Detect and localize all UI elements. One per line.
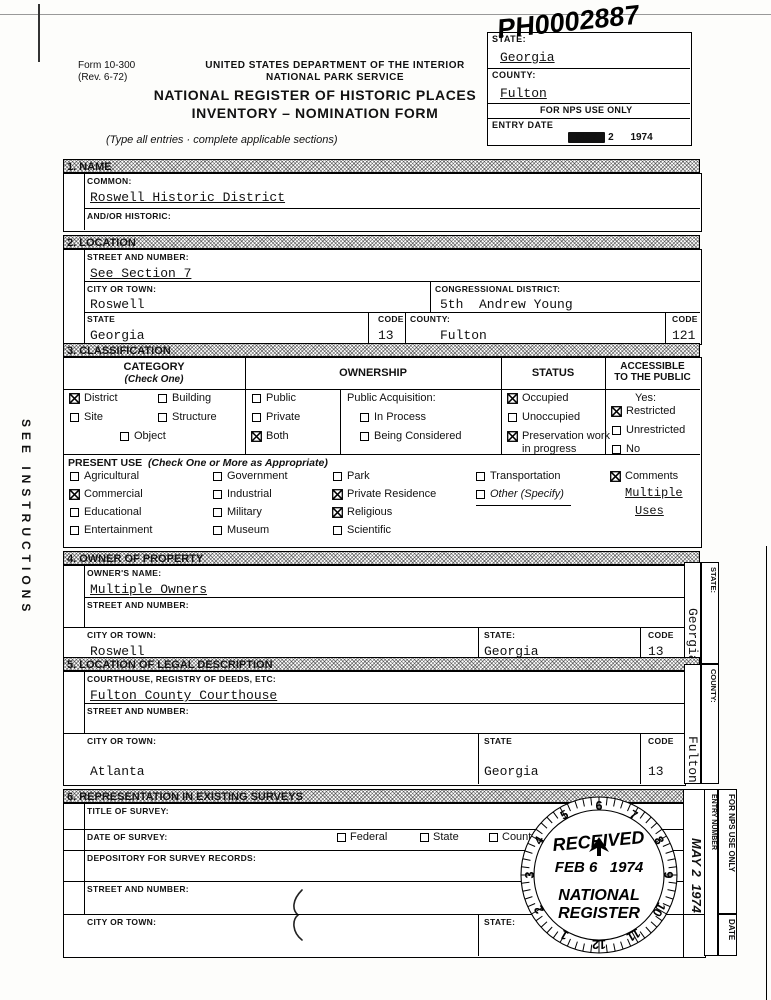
svg-text:FEB 6 1974: FEB 6 1974 bbox=[555, 859, 644, 876]
svg-text:12: 12 bbox=[592, 937, 606, 951]
svg-text:6: 6 bbox=[596, 799, 603, 813]
svg-text:9: 9 bbox=[661, 872, 675, 879]
svg-text:REGISTER: REGISTER bbox=[558, 905, 640, 922]
svg-text:3: 3 bbox=[523, 871, 537, 878]
svg-text:NATIONAL: NATIONAL bbox=[558, 887, 639, 904]
svg-text:PH0002887: PH0002887 bbox=[497, 0, 640, 40]
